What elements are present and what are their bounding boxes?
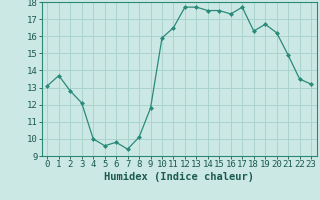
X-axis label: Humidex (Indice chaleur): Humidex (Indice chaleur) — [104, 172, 254, 182]
